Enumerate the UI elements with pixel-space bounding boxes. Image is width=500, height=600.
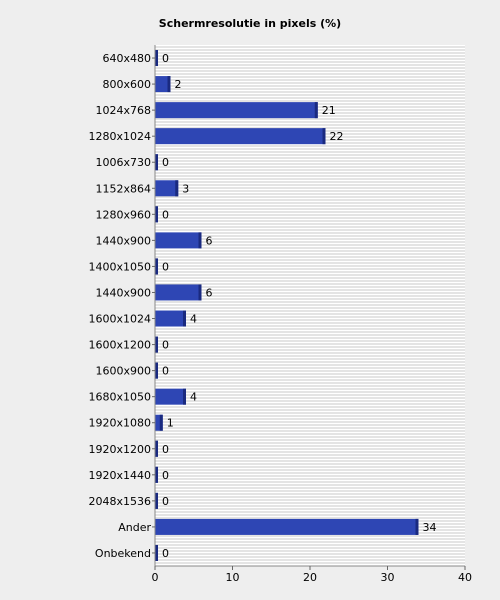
- bar-shade: [322, 128, 326, 145]
- category-label: 1440x900: [96, 234, 152, 247]
- data-label: 4: [190, 313, 197, 326]
- category-label: 1024x768: [96, 104, 152, 117]
- data-label: 0: [162, 52, 169, 65]
- category-label: 1920x1200: [89, 443, 152, 456]
- bar-shade: [155, 50, 158, 67]
- category-label: 1440x900: [96, 286, 152, 299]
- category-label: 1152x864: [96, 182, 152, 195]
- category-label: 1680x1050: [89, 391, 152, 404]
- bar: [155, 310, 186, 327]
- data-label: 6: [206, 286, 213, 299]
- category-label: 1400x1050: [89, 260, 152, 273]
- data-label: 3: [182, 182, 189, 195]
- bar-shade: [183, 388, 186, 405]
- category-label: 800x600: [102, 78, 151, 91]
- grid-lines: [155, 46, 465, 564]
- category-label: 1280x960: [96, 208, 152, 221]
- bar-shade: [314, 102, 318, 119]
- x-tick-label: 20: [303, 571, 317, 584]
- category-label: 2048x1536: [89, 495, 152, 508]
- chart-title: Schermresolutie in pixels (%): [158, 17, 342, 30]
- data-label: 4: [190, 391, 197, 404]
- bar-shade: [155, 492, 158, 509]
- bar-shade: [155, 258, 158, 275]
- category-label: Ander: [118, 521, 151, 534]
- data-label: 1: [167, 417, 174, 430]
- bar-shade: [167, 76, 171, 93]
- category-label: 1920x1080: [89, 417, 152, 430]
- bar: [155, 128, 326, 145]
- data-label: 0: [162, 365, 169, 378]
- category-label: 1600x1024: [89, 313, 152, 326]
- category-label: 1006x730: [96, 156, 152, 169]
- bar-shade: [175, 180, 179, 197]
- data-label: 0: [162, 260, 169, 273]
- bar: [155, 102, 318, 119]
- data-label: 2: [175, 78, 182, 91]
- data-label: 34: [423, 521, 437, 534]
- bar: [155, 76, 171, 93]
- category-label: 1920x1440: [89, 469, 152, 482]
- x-tick-label: 30: [381, 571, 395, 584]
- data-label: 0: [162, 495, 169, 508]
- bar-shade: [198, 284, 202, 301]
- x-tick-label: 10: [226, 571, 240, 584]
- data-label: 0: [162, 547, 169, 560]
- bar-shade: [155, 206, 158, 223]
- category-label: Onbekend: [95, 547, 151, 560]
- category-label: 1280x1024: [89, 130, 152, 143]
- bar: [155, 414, 163, 431]
- bar-shade: [183, 310, 186, 327]
- x-tick-label: 0: [152, 571, 159, 584]
- bars: [155, 50, 419, 561]
- data-label: 0: [162, 443, 169, 456]
- data-label: 0: [162, 208, 169, 221]
- bar: [155, 180, 179, 197]
- data-label: 21: [322, 104, 336, 117]
- data-label: 0: [162, 339, 169, 352]
- bar-shade: [198, 232, 202, 249]
- data-label: 6: [206, 234, 213, 247]
- bar-shade: [155, 544, 158, 561]
- bar-shade: [155, 440, 158, 457]
- category-label: 1600x900: [96, 365, 152, 378]
- category-label: 640x480: [102, 52, 151, 65]
- bar: [155, 284, 202, 301]
- bar-shade: [155, 466, 158, 483]
- data-label: 22: [330, 130, 344, 143]
- bar-shade: [155, 362, 158, 379]
- x-tick-label: 40: [458, 571, 472, 584]
- bar-shade: [155, 154, 158, 171]
- data-label: 0: [162, 469, 169, 482]
- bar: [155, 518, 419, 535]
- bar-shade: [159, 414, 163, 431]
- bar: [155, 232, 202, 249]
- bar-shade: [155, 336, 158, 353]
- data-label: 0: [162, 156, 169, 169]
- bar: [155, 388, 186, 405]
- axes: [154, 45, 466, 570]
- bar-shade: [415, 518, 419, 535]
- category-label: 1600x1200: [89, 339, 152, 352]
